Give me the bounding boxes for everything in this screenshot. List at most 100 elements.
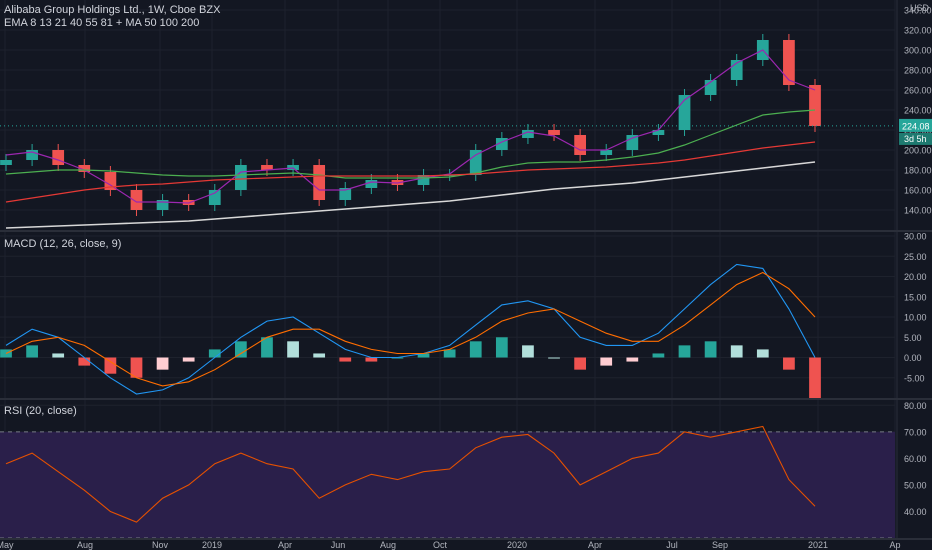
macd-histogram-bar xyxy=(52,353,65,358)
macd-histogram-bar xyxy=(130,357,143,378)
x-tick-label: Oct xyxy=(433,540,448,550)
axis-tick-label: 50.00 xyxy=(904,480,927,490)
axis-tick-label: -5.00 xyxy=(904,373,925,383)
macd-histogram-bar xyxy=(26,345,38,358)
candle-body xyxy=(469,150,482,175)
x-tick-label: Apr xyxy=(588,540,602,550)
axis-tick-label: 10.00 xyxy=(904,313,927,323)
axis-tick-label: 140.00 xyxy=(904,206,932,216)
candle-body xyxy=(78,165,91,172)
x-tick-label: Jul xyxy=(666,540,678,550)
macd-histogram-bar xyxy=(652,353,665,358)
macd-histogram-bar xyxy=(548,357,560,359)
x-tick-label: Nov xyxy=(152,540,169,550)
last-price-label: 224.08 xyxy=(902,121,930,131)
indicator-legend[interactable]: EMA 8 13 21 40 55 81 + MA 50 100 200 xyxy=(4,17,200,29)
macd-histogram-bar xyxy=(104,357,117,374)
candle-body xyxy=(809,85,821,126)
macd-histogram-bar xyxy=(730,345,743,358)
ma-line xyxy=(5,161,816,229)
ma-line xyxy=(5,109,816,179)
macd-histogram-bar xyxy=(78,357,91,366)
candle-body xyxy=(652,130,665,135)
rsi-line xyxy=(5,425,816,523)
candle-body xyxy=(0,160,12,165)
candle-body xyxy=(104,172,117,190)
axis-tick-label: 0.00 xyxy=(904,353,922,363)
time-axis[interactable]: May Aug Nov 2019 Apr Jun Aug Oct 2020 Apr Jul Sep 20… xyxy=(0,540,901,550)
macd-lines xyxy=(5,263,816,395)
axis-tick-label: 160.00 xyxy=(904,186,932,196)
candle-body xyxy=(130,190,143,210)
price-axes[interactable]: 140.00160.00180.00200.00220.00240.00260.… xyxy=(904,3,932,517)
macd-histogram-bar xyxy=(600,357,613,366)
axis-tick-label: 300.00 xyxy=(904,46,932,56)
macd-histogram-bar xyxy=(182,357,195,362)
macd-histogram-bar xyxy=(626,357,639,362)
moving-average-lines xyxy=(5,49,816,229)
candle-body xyxy=(600,150,613,155)
x-tick-label: 2021 xyxy=(808,540,828,550)
x-tick-label: Ap xyxy=(889,540,900,550)
x-tick-label: 2019 xyxy=(202,540,222,550)
macd-histogram-bar xyxy=(339,357,352,362)
axis-tick-label: 180.00 xyxy=(904,166,932,176)
countdown-label: 3d 5h xyxy=(904,134,927,144)
candle-body xyxy=(730,60,743,80)
chart-title[interactable]: Alibaba Group Holdings Ltd., 1W, Cboe BZ… xyxy=(4,4,221,16)
macd-histogram-bar xyxy=(261,337,273,358)
candle-body xyxy=(365,180,378,188)
rsi-label: RSI (20, close) xyxy=(4,405,77,417)
axis-tick-label: 5.00 xyxy=(904,333,922,343)
candle-body xyxy=(522,130,534,138)
macd-histogram-bar xyxy=(704,341,717,358)
candle-body xyxy=(313,165,326,200)
axis-tick-label: 60.00 xyxy=(904,454,927,464)
axis-tick-label: 260.00 xyxy=(904,86,932,96)
axis-tick-label: 80.00 xyxy=(904,401,927,411)
rsi-band xyxy=(0,431,895,538)
currency-label: USD xyxy=(910,3,930,13)
axis-tick-label: 70.00 xyxy=(904,427,927,437)
macd-series-line xyxy=(5,271,816,387)
macd-histogram-bar xyxy=(417,353,430,358)
macd-histogram-bar xyxy=(443,349,456,358)
candle-body xyxy=(626,135,639,150)
macd-histogram-bar xyxy=(234,341,247,358)
candle-body xyxy=(339,188,352,200)
axis-tick-label: 280.00 xyxy=(904,66,932,76)
macd-histogram-bar xyxy=(156,357,169,370)
candle-body xyxy=(208,190,221,205)
macd-histogram xyxy=(0,337,821,398)
rsi-legend[interactable]: RSI (20, close) xyxy=(4,405,77,418)
axis-tick-label: 30.00 xyxy=(904,232,927,242)
macd-histogram-bar xyxy=(522,345,534,358)
last-price-tag xyxy=(899,118,932,132)
ma-line xyxy=(5,141,816,203)
axis-tick-label: 340.00 xyxy=(904,6,932,16)
x-tick-label: Aug xyxy=(77,540,93,550)
macd-histogram-bar xyxy=(574,357,587,370)
macd-label: MACD (12, 26, close, 9) xyxy=(4,238,122,250)
candle-body xyxy=(704,80,717,95)
macd-series-line xyxy=(5,263,816,395)
macd-histogram-bar xyxy=(313,353,326,358)
macd-histogram-bar xyxy=(287,341,299,358)
x-tick-label: Sep xyxy=(712,540,728,550)
x-tick-label: Jun xyxy=(331,540,346,550)
candle-body xyxy=(234,165,247,190)
x-tick-label: Aug xyxy=(380,540,396,550)
x-tick-label: May xyxy=(0,540,14,550)
macd-histogram-bar xyxy=(208,349,221,358)
candle-body xyxy=(156,200,169,210)
x-tick-label: Apr xyxy=(278,540,292,550)
macd-histogram-bar xyxy=(678,345,691,358)
candle-body xyxy=(52,150,65,165)
macd-histogram-bar xyxy=(756,349,769,358)
candle-body xyxy=(783,40,795,85)
main-legend: Alibaba Group Holdings Ltd., 1W, Cboe BZ… xyxy=(4,4,220,30)
axis-tick-label: 25.00 xyxy=(904,252,927,262)
macd-legend[interactable]: MACD (12, 26, close, 9) xyxy=(4,238,121,251)
